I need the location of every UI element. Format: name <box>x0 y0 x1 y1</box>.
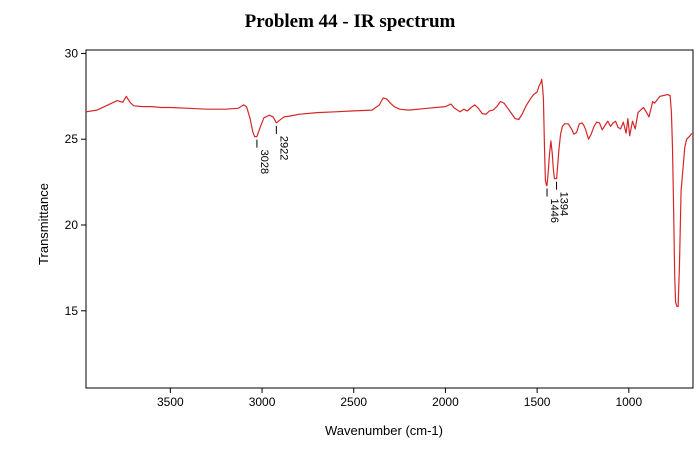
y-tick-label: 20 <box>65 218 79 232</box>
plot-frame <box>85 49 694 389</box>
x-tick-label: 1000 <box>615 395 642 409</box>
chart-title: Problem 44 - IR spectrum <box>244 11 456 32</box>
annotation-label: 1446 <box>548 199 560 223</box>
series <box>85 78 694 308</box>
x-tick-label: 3000 <box>249 395 276 409</box>
spectrum-line <box>85 78 694 308</box>
annotation-label: 1394 <box>558 192 570 216</box>
x-tick-label: 2500 <box>340 395 367 409</box>
y-axis-label: Transmittance <box>36 183 51 265</box>
x-axis-label: Wavenumber (cm-1) <box>325 423 443 438</box>
x-tick-label: 3500 <box>157 395 184 409</box>
x-tick-label: 2000 <box>432 395 459 409</box>
y-tick-label: 15 <box>65 304 79 318</box>
x-tick-label: 1500 <box>524 395 551 409</box>
axes: 3500 3000 2500 2000 1500 1000 15 20 25 30 <box>65 46 694 409</box>
y-tick-label: 25 <box>65 132 79 146</box>
annotation-label: 3028 <box>258 150 270 174</box>
y-tick-label: 30 <box>65 46 79 60</box>
annotation-label: 2922 <box>277 136 289 160</box>
